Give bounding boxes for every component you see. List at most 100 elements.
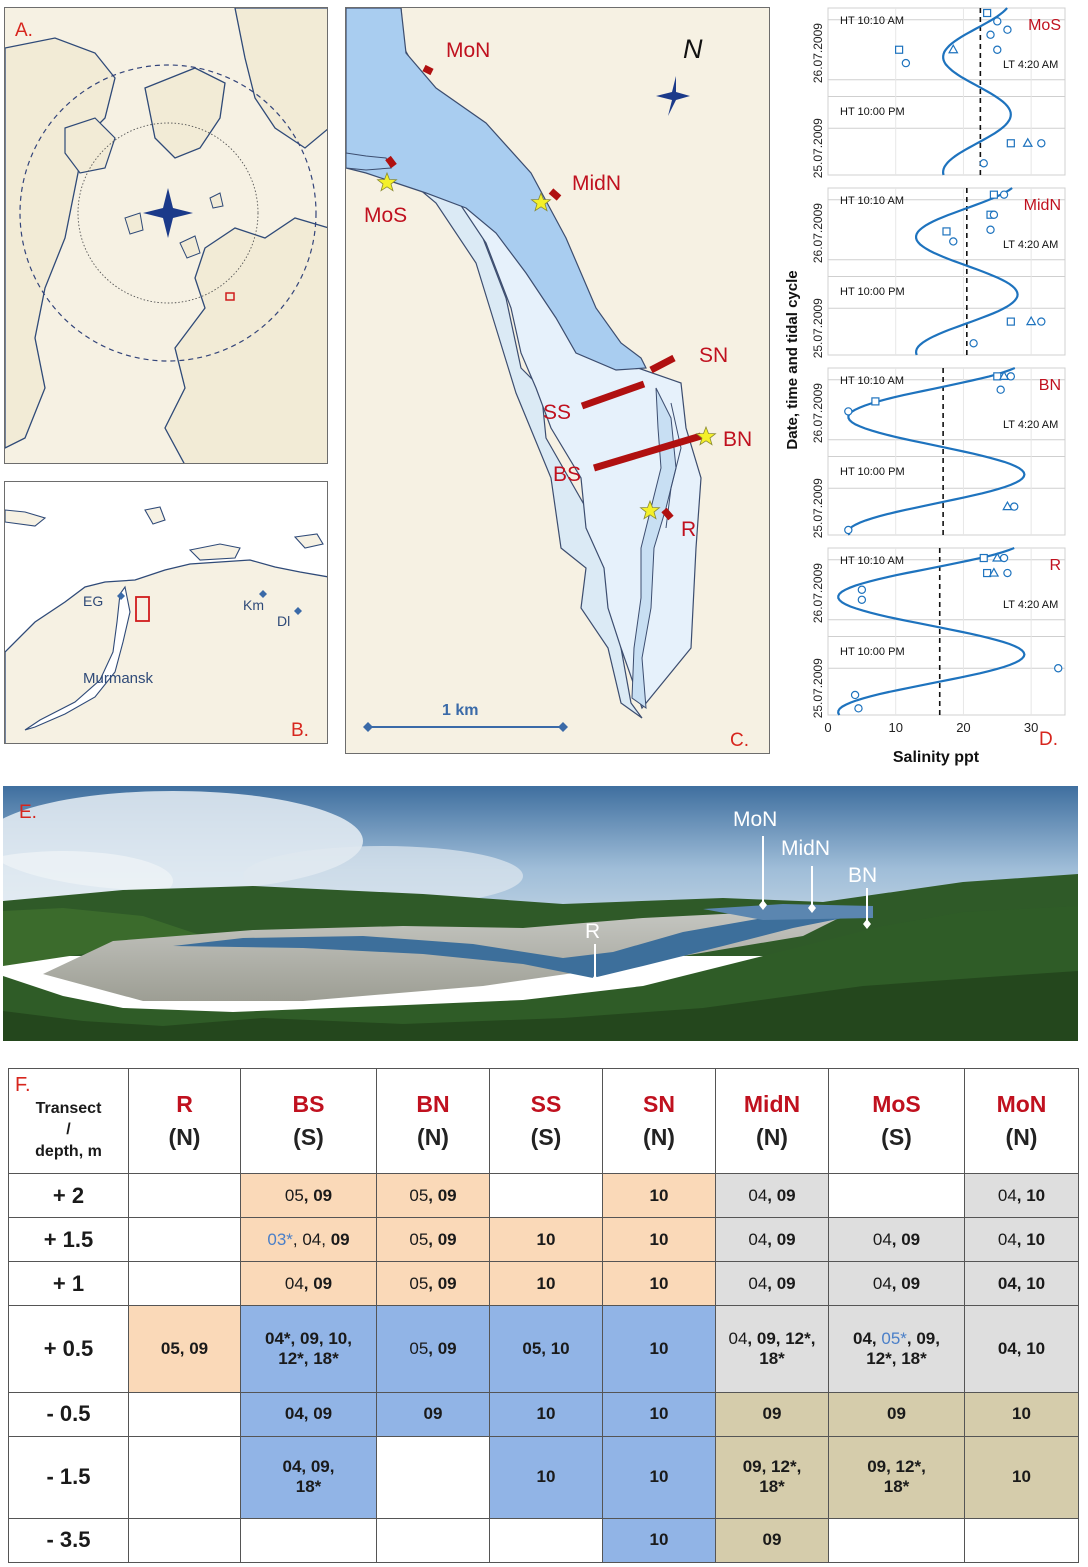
date-label: 25.07.2009 xyxy=(811,118,825,178)
cell-text: 05 xyxy=(284,1185,304,1205)
table-cell: 05, 09 xyxy=(376,1305,490,1393)
cell-text: 10 xyxy=(536,1404,556,1424)
scale-label: 1 km xyxy=(442,702,478,719)
cell-line: 09 xyxy=(379,1404,487,1424)
x-tick-label: 0 xyxy=(824,720,831,735)
column-side: (S) xyxy=(881,1124,912,1150)
table-cell: 05, 09 xyxy=(376,1172,490,1219)
table-cell: 10 xyxy=(602,1391,716,1437)
r-arrow-head-icon xyxy=(591,975,599,985)
data-point xyxy=(983,8,992,18)
polar-circle-inner xyxy=(77,122,259,304)
cell-text: 05* xyxy=(881,1328,907,1348)
x-tick-label: 10 xyxy=(888,720,902,735)
tide-label: LT 4:20 AM xyxy=(1003,239,1058,251)
cell-text: 04 xyxy=(284,1273,304,1293)
cell-text: 04*, 09, 10, xyxy=(265,1328,352,1348)
table-cell: 10 xyxy=(964,1435,1079,1519)
cell-text: 04, 10 xyxy=(997,1273,1046,1293)
table-cell: 09 xyxy=(715,1517,829,1564)
cell-text: , 10 xyxy=(1016,1185,1046,1205)
salinity-subplot: HT 10:10 AM LT 4:20 AM HT 10:00 PM MidN 26.0… xyxy=(811,187,1066,358)
siberia-landmass xyxy=(234,8,327,149)
data-point xyxy=(999,190,1009,199)
data-point xyxy=(998,370,1010,380)
tidal-curve xyxy=(847,366,1026,536)
date-label: 26.07.2009 xyxy=(811,203,825,263)
table-cell: 04, 10 xyxy=(964,1217,1079,1263)
cell-text: , 09 xyxy=(767,1229,796,1249)
column-header: BN (N) xyxy=(376,1068,490,1174)
depth-cell: + 1.5 xyxy=(8,1217,129,1263)
date-label: 25.07.2009 xyxy=(811,658,825,718)
place-eg: EG xyxy=(83,593,103,609)
cell-text: , 09 xyxy=(891,1273,921,1293)
table-cell: 10 xyxy=(602,1305,716,1393)
data-point xyxy=(979,159,988,168)
column-name: R xyxy=(176,1090,193,1117)
data-point xyxy=(1006,372,1016,381)
cell-line: 10 xyxy=(492,1230,600,1250)
data-point xyxy=(1006,317,1015,326)
cell-text: 04 xyxy=(748,1273,768,1293)
data-point xyxy=(993,372,1002,381)
estuary-deep-channel xyxy=(346,8,647,371)
tide-label: LT 4:20 AM xyxy=(1003,599,1058,611)
cell-text: 10 xyxy=(1012,1467,1031,1487)
cell-text: , 09 xyxy=(303,1273,333,1293)
cell-line: 05, 10 xyxy=(492,1339,600,1359)
cell-line: 18* xyxy=(243,1477,374,1497)
cell-text: 12*, 18* xyxy=(278,1348,339,1368)
cell-line: 05, 09 xyxy=(379,1230,487,1250)
data-point xyxy=(949,237,958,246)
table-cell xyxy=(489,1517,603,1564)
panel-c-estuary-map: N MoN MidN MoS SN SS BN BS R 1 km C. xyxy=(345,7,770,754)
column-name: SS xyxy=(530,1090,562,1117)
table-cell: 05, 09 xyxy=(240,1172,377,1219)
panel-a-label: A. xyxy=(15,20,33,41)
cell-line: 10 xyxy=(605,1274,713,1294)
table-cell: 10 xyxy=(964,1391,1079,1437)
table-row: + 0.5 05, 09 04*, 09, 10, 12*, 18* 05, 09 05,… xyxy=(8,1305,1079,1393)
x-tick-label: 30 xyxy=(1024,720,1038,735)
panel-e-panorama: MoN MidN BN R E. xyxy=(3,786,1078,1041)
tide-label: HT 10:00 PM xyxy=(840,106,905,118)
table-cell: 04, 09 xyxy=(240,1261,377,1307)
cell-text: 04, xyxy=(853,1328,882,1348)
table-cell: 04, 09 xyxy=(715,1261,829,1307)
bn-site-star-icon xyxy=(695,425,717,446)
cell-text: 05 xyxy=(409,1338,429,1358)
column-name: MoS xyxy=(872,1090,921,1117)
cell-line: 04, 10 xyxy=(967,1186,1076,1206)
column-header: BS (S) xyxy=(240,1068,377,1174)
polar-circle-outer xyxy=(19,64,317,362)
table-cell: 05, 09 xyxy=(376,1217,490,1263)
panel-e-label: E. xyxy=(19,802,37,823)
place-dl: Dl xyxy=(277,613,290,629)
column-header: MidN (N) xyxy=(715,1068,829,1174)
data-point xyxy=(844,407,853,416)
place-km: Km xyxy=(243,597,264,613)
cell-line: 04, 09 xyxy=(243,1274,374,1294)
midn-transect xyxy=(548,188,562,201)
column-side: (S) xyxy=(530,1124,562,1150)
column-side: (N) xyxy=(168,1124,201,1150)
data-point xyxy=(857,585,867,594)
transect-label-sn: SN xyxy=(699,344,728,367)
north-america-landmass xyxy=(5,37,116,449)
cell-text: 12*, 18* xyxy=(866,1348,927,1368)
mud-flat xyxy=(43,912,843,1001)
transect-label-mos: MoS xyxy=(364,204,407,227)
cell-line: 09 xyxy=(831,1404,962,1424)
subplot-site-label: MoS xyxy=(1028,17,1061,34)
data-point xyxy=(999,553,1009,563)
cell-line: 04, 09 xyxy=(718,1186,826,1206)
eg-marker-icon xyxy=(117,592,125,600)
data-point xyxy=(1022,137,1033,147)
cell-text: 09, 12*, xyxy=(867,1457,926,1477)
table-cell: 04, 09, 12*, 18* xyxy=(715,1305,829,1393)
cell-text: , 09 xyxy=(428,1185,457,1205)
cell-line: 10 xyxy=(492,1404,600,1424)
data-point xyxy=(993,17,1002,26)
column-header: SS (S) xyxy=(489,1068,603,1174)
